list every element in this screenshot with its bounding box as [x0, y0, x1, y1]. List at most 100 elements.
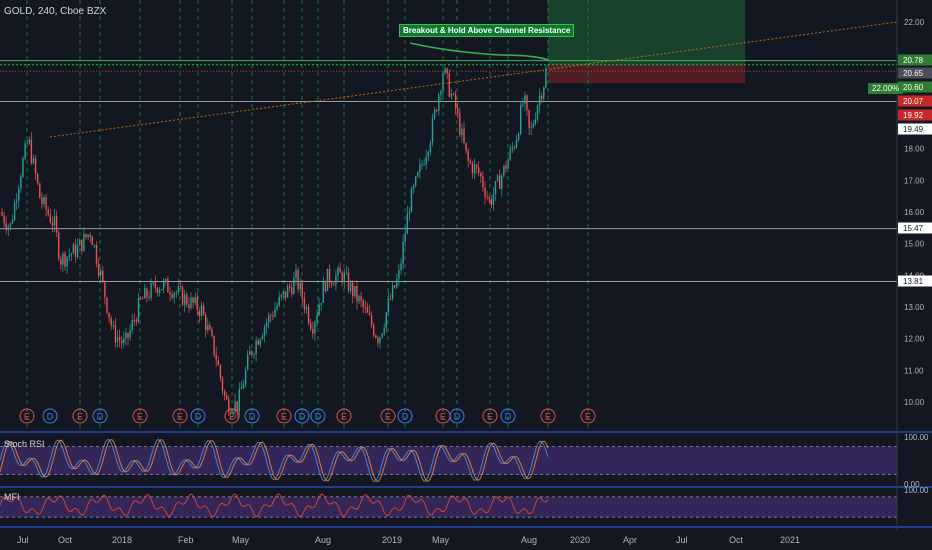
- mfi-band-fill: [0, 496, 897, 518]
- candle-body: [137, 298, 140, 322]
- candle-body: [47, 209, 49, 215]
- candle-body: [13, 202, 16, 220]
- candle-body: [295, 269, 297, 278]
- candle-body: [85, 233, 87, 238]
- candle-body: [421, 164, 423, 166]
- candle-body: [280, 294, 282, 297]
- candle-body: [436, 109, 438, 111]
- event-marker-d: [42, 408, 58, 424]
- candle-body: [219, 365, 222, 378]
- candle-body: [505, 165, 507, 169]
- stoch-rsi-pane: Stoch RSI: [0, 431, 932, 483]
- candle-body: [240, 388, 243, 390]
- candle-body: [150, 283, 152, 298]
- candle-body: [257, 340, 259, 345]
- candle-body: [301, 282, 303, 299]
- candle-body: [247, 354, 249, 370]
- candle-body: [72, 244, 75, 254]
- candle-body: [289, 286, 291, 288]
- time-tick: May: [432, 535, 450, 545]
- candle-body: [179, 286, 182, 288]
- candle-body: [173, 293, 175, 298]
- price-tick: 12.00: [904, 335, 925, 344]
- percent-label: 22.00%: [868, 83, 904, 94]
- candle-body: [282, 291, 285, 295]
- candle-body: [532, 124, 534, 127]
- candle-body: [135, 320, 138, 322]
- candle-body: [64, 253, 66, 267]
- candle-body: [314, 321, 316, 334]
- candle-body: [74, 244, 77, 258]
- candle-body: [316, 315, 318, 322]
- candle-body: [221, 377, 224, 391]
- candle-body: [263, 326, 266, 336]
- price-tick: 10.00: [904, 398, 925, 407]
- price-label: 13.81: [903, 277, 924, 286]
- candle-body: [499, 175, 501, 189]
- price-label: 15.47: [903, 224, 924, 233]
- candle-body: [30, 139, 33, 164]
- candle-body: [354, 286, 356, 297]
- candle-body: [478, 167, 480, 174]
- candle-body: [268, 315, 270, 323]
- candle-body: [139, 298, 142, 300]
- candle-body: [265, 322, 268, 327]
- event-marker-d: [397, 408, 413, 424]
- candle-body: [20, 176, 22, 189]
- candle-body: [244, 369, 247, 385]
- candle-body: [217, 360, 219, 366]
- event-label: D: [299, 412, 306, 422]
- price-tick: 15.00: [904, 240, 925, 249]
- chart-title: GOLD, 240, Cboe BZX: [4, 6, 107, 17]
- event-label: E: [229, 412, 235, 422]
- price-tick: 16.00: [904, 208, 925, 217]
- candle-body: [209, 325, 211, 330]
- candle-body: [102, 270, 104, 281]
- candle-body: [26, 142, 28, 144]
- event-marker-e: [276, 408, 292, 424]
- candle-body: [427, 151, 429, 157]
- price-label: 20.07: [903, 97, 924, 106]
- price-label-box: [898, 95, 932, 107]
- candle-body: [81, 239, 83, 251]
- candle-body: [215, 354, 217, 361]
- candle-body: [488, 197, 490, 200]
- candle-body: [70, 253, 72, 256]
- trade-zones: [548, 0, 745, 84]
- candle-body: [242, 384, 245, 389]
- candle-body: [412, 185, 415, 189]
- profit-zone: [548, 0, 745, 65]
- candle-body: [230, 412, 232, 414]
- event-marker-e: [540, 408, 556, 424]
- time-tick: May: [232, 535, 250, 545]
- candle-body: [383, 327, 385, 334]
- price-axis: 22.0018.0017.0016.0015.0014.0013.0012.00…: [896, 0, 932, 530]
- price-label-box: [898, 81, 932, 93]
- candle-body: [526, 95, 528, 111]
- candle-body: [415, 176, 417, 186]
- horizontal-levels: [0, 60, 897, 282]
- event-marker-e: [380, 408, 396, 424]
- event-label: E: [77, 412, 83, 422]
- price-label-box: [898, 222, 932, 234]
- candle-body: [37, 174, 39, 184]
- candle-body: [541, 95, 543, 99]
- event-label: D: [97, 412, 104, 422]
- candle-body: [207, 325, 209, 331]
- candle-body: [165, 279, 167, 282]
- candle-body: [43, 197, 45, 204]
- breakout-annotation[interactable]: Breakout & Hold Above Channel Resistance: [399, 24, 575, 37]
- price-tick: 17.00: [904, 176, 925, 185]
- candle-body: [440, 91, 442, 95]
- candle-body: [482, 176, 484, 188]
- candle-body: [7, 226, 9, 230]
- candle-body: [144, 288, 146, 299]
- candle-body: [333, 284, 335, 286]
- time-tick: Oct: [58, 535, 73, 545]
- candle-body: [133, 320, 135, 321]
- mfi-line: [0, 493, 549, 518]
- candle-body: [545, 68, 547, 88]
- candle-body: [343, 273, 345, 283]
